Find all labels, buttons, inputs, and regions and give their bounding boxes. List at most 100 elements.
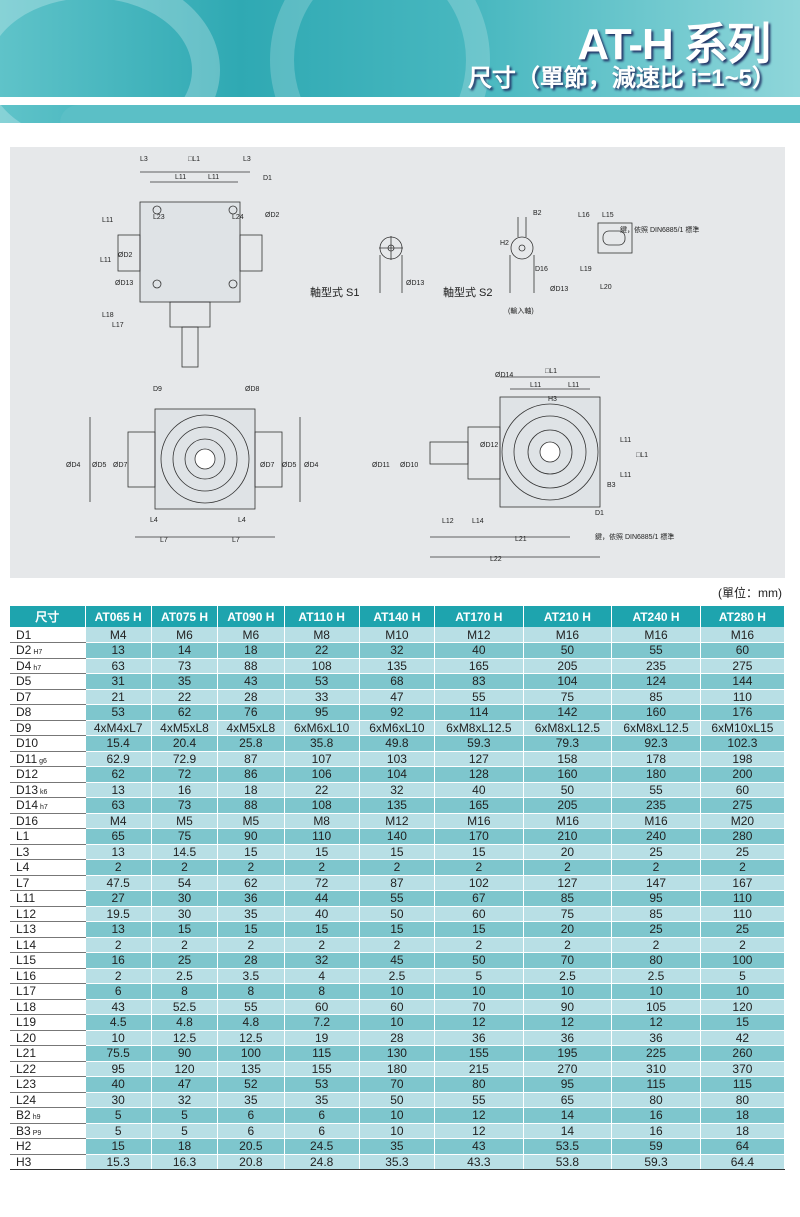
table-cell: 67 — [434, 890, 524, 907]
table-row: L23 40 47 52 53 70 80 95 115 115 — [10, 1076, 786, 1093]
dimension-name: L17 — [16, 984, 37, 999]
table-cell: 75 — [151, 828, 219, 845]
table-cell: 110 — [700, 906, 786, 922]
table-cell: 14 — [151, 642, 219, 659]
table-cell: 62 — [217, 875, 285, 891]
table-cell: 107 — [284, 751, 360, 767]
table-cell: 170 — [434, 828, 524, 845]
table-cell: 2 — [434, 859, 524, 876]
table-cell: 33 — [284, 689, 360, 705]
table-cell: 6xM6xL10 — [359, 720, 436, 736]
table-cell: 2.5 — [359, 968, 436, 984]
table-cell: 55 — [611, 642, 701, 659]
table-cell: 10 — [611, 983, 701, 1000]
table-cell: 55 — [611, 782, 701, 798]
table-cell: 165 — [434, 658, 524, 674]
table-cell: 59.3 — [611, 1154, 701, 1170]
table-cell: 15 — [85, 1138, 152, 1155]
table-row: L4 2 2 2 2 2 2 2 2 2 — [10, 859, 786, 876]
technical-drawing: L3 □L1 L3 L11 L11 D1 L23 L24 ØD2 L11 L11 ØD2 ØD13 L18… — [66, 156, 699, 563]
table-cell: 92 — [359, 704, 436, 721]
row-label: L13 — [10, 921, 86, 938]
table-cell: 53.8 — [523, 1154, 613, 1170]
dimension-name: B2 — [16, 1108, 31, 1123]
table-row: L15 16 25 28 32 45 50 70 80 100 — [10, 952, 786, 969]
table-cell: 59 — [611, 1138, 701, 1155]
dimension-name: L20 — [16, 1030, 37, 1045]
table-cell: 15 — [359, 921, 436, 938]
table-cell: 88 — [217, 658, 285, 674]
table-row: B2 h9 5 5 6 6 10 12 14 16 18 — [10, 1107, 786, 1124]
table-cell: 115 — [611, 1076, 701, 1093]
table-cell: 2 — [700, 937, 786, 953]
table-cell: 80 — [611, 1092, 701, 1108]
dimension-label: ØD5 — [282, 462, 297, 469]
table-cell: 73 — [151, 658, 219, 674]
dimension-label: L7 — [160, 537, 168, 544]
dimension-label: □L1 — [545, 368, 557, 375]
table-cell: 15.3 — [85, 1154, 152, 1170]
dimension-label: L17 — [112, 322, 124, 329]
table-cell: 205 — [523, 797, 613, 814]
table-row: D16 M4 M5 M5 M8 M12 M16 M16 M16 M20 — [10, 813, 786, 829]
dimension-name: D12 — [16, 767, 39, 782]
table-cell: 54 — [151, 875, 219, 891]
table-cell: 165 — [434, 797, 524, 814]
table-cell: 35 — [217, 906, 285, 922]
table-cell: 5 — [85, 1123, 152, 1139]
table-cell: 120 — [151, 1061, 219, 1077]
table-cell: 35 — [284, 1092, 360, 1108]
table-cell: 120 — [700, 999, 786, 1015]
key-note: 鍵，依照 DIN6885/1 標準 — [595, 532, 674, 541]
table-cell: 40 — [85, 1076, 152, 1093]
table-cell: 200 — [700, 766, 786, 783]
dimension-name: L23 — [16, 1077, 37, 1092]
table-cell: 20.5 — [217, 1138, 285, 1155]
dimension-name: L16 — [16, 968, 37, 983]
table-row: D12 62 72 86 106 104 128 160 180 200 — [10, 766, 786, 783]
dimension-label: ØD13 — [115, 280, 133, 287]
row-label: L4 — [10, 859, 86, 876]
dimension-label: L21 — [515, 536, 527, 543]
table-cell: M16 — [434, 813, 524, 829]
table-cell: 6 — [284, 1107, 360, 1124]
table-cell: 15 — [434, 844, 524, 860]
table-cell: 10 — [359, 1107, 436, 1124]
table-cell: 62.9 — [85, 751, 152, 767]
table-cell: 102.3 — [700, 735, 786, 752]
dimension-label: L11 — [208, 174, 219, 181]
table-cell: 60 — [700, 642, 786, 659]
row-label: D2 H7 — [10, 642, 86, 659]
table-cell: 15 — [284, 921, 360, 938]
row-label: L24 — [10, 1092, 86, 1108]
dimension-label: L22 — [490, 556, 502, 563]
table-cell: 43 — [434, 1138, 524, 1155]
table-cell: 6 — [217, 1123, 285, 1139]
table-cell: M16 — [523, 813, 613, 829]
dimension-name: L7 — [16, 875, 30, 890]
dimension-label: H2 — [500, 240, 509, 247]
table-cell: 65 — [523, 1092, 613, 1108]
dimension-label: ØD13 — [406, 280, 424, 287]
table-cell: 15 — [434, 921, 524, 938]
dimension-name: L12 — [16, 906, 37, 921]
row-label: L3 — [10, 844, 86, 860]
table-cell: 53 — [85, 704, 152, 721]
table-cell: 50 — [359, 1092, 436, 1108]
table-cell: 10 — [434, 983, 524, 1000]
dimension-name: D2 — [16, 643, 32, 658]
table-cell: 24.8 — [284, 1154, 360, 1170]
table-cell: 2 — [151, 937, 219, 953]
table-cell: 104 — [359, 766, 436, 783]
table-cell: 18 — [700, 1107, 786, 1124]
dimension-label: B2 — [533, 210, 542, 217]
table-cell: 20.4 — [151, 735, 219, 752]
table-cell: 155 — [284, 1061, 360, 1077]
dimension-label: ØD4 — [304, 462, 319, 469]
table-cell: 16 — [611, 1107, 701, 1124]
table-cell: 180 — [359, 1061, 436, 1077]
header-banner: AT-H 系列 尺寸（單節，減速比 i=1~5） — [0, 0, 800, 123]
tolerance: k6 — [40, 788, 48, 796]
dimension-label: L23 — [153, 214, 165, 221]
table-cell: 2 — [523, 859, 613, 876]
